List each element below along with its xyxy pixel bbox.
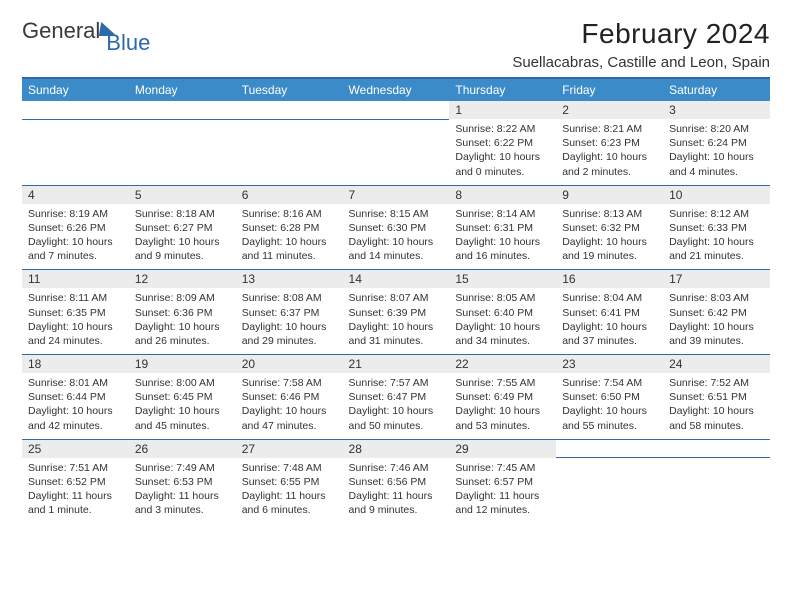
month-title: February 2024 [512, 18, 770, 50]
day-number-cell: 3 [663, 101, 770, 119]
location: Suellacabras, Castille and Leon, Spain [512, 54, 770, 71]
day-number-cell: 8 [449, 185, 556, 204]
logo-text-2: Blue [106, 30, 150, 56]
header: General Blue February 2024 Suellacabras,… [22, 18, 770, 71]
weekday-header: Saturday [663, 78, 770, 101]
day-number-cell: 16 [556, 270, 663, 289]
day-detail-cell: Sunrise: 8:01 AMSunset: 6:44 PMDaylight:… [22, 373, 129, 439]
empty-cell [663, 439, 770, 458]
day-number-cell: 12 [129, 270, 236, 289]
day-number-cell: 6 [236, 185, 343, 204]
day-detail-cell: Sunrise: 8:12 AMSunset: 6:33 PMDaylight:… [663, 204, 770, 270]
weekday-header: Sunday [22, 78, 129, 101]
weekday-header: Thursday [449, 78, 556, 101]
empty-cell [556, 439, 663, 458]
logo: General Blue [22, 18, 150, 44]
weekday-header: Wednesday [343, 78, 450, 101]
empty-cell [129, 101, 236, 119]
day-number-cell: 22 [449, 355, 556, 374]
day-detail-cell: Sunrise: 8:04 AMSunset: 6:41 PMDaylight:… [556, 288, 663, 354]
day-detail-cell: Sunrise: 8:22 AMSunset: 6:22 PMDaylight:… [449, 119, 556, 185]
day-number-cell: 14 [343, 270, 450, 289]
day-number-cell: 9 [556, 185, 663, 204]
day-detail-cell: Sunrise: 7:57 AMSunset: 6:47 PMDaylight:… [343, 373, 450, 439]
day-number-cell: 29 [449, 439, 556, 458]
day-detail-cell: Sunrise: 8:20 AMSunset: 6:24 PMDaylight:… [663, 119, 770, 185]
calendar-table: SundayMondayTuesdayWednesdayThursdayFrid… [22, 77, 770, 523]
day-detail-cell: Sunrise: 7:58 AMSunset: 6:46 PMDaylight:… [236, 373, 343, 439]
empty-cell [22, 101, 129, 119]
day-number-row: 123 [22, 101, 770, 119]
day-number-cell: 4 [22, 185, 129, 204]
day-detail-cell: Sunrise: 8:19 AMSunset: 6:26 PMDaylight:… [22, 204, 129, 270]
day-detail-cell: Sunrise: 8:00 AMSunset: 6:45 PMDaylight:… [129, 373, 236, 439]
day-number-cell: 21 [343, 355, 450, 374]
day-number-row: 18192021222324 [22, 355, 770, 374]
day-number-cell: 24 [663, 355, 770, 374]
day-number-cell: 18 [22, 355, 129, 374]
day-number-row: 45678910 [22, 185, 770, 204]
day-number-cell: 19 [129, 355, 236, 374]
day-number-cell: 15 [449, 270, 556, 289]
day-number-cell: 17 [663, 270, 770, 289]
day-detail-cell: Sunrise: 8:05 AMSunset: 6:40 PMDaylight:… [449, 288, 556, 354]
day-detail-cell: Sunrise: 8:21 AMSunset: 6:23 PMDaylight:… [556, 119, 663, 185]
weekday-header: Friday [556, 78, 663, 101]
day-detail-cell: Sunrise: 7:46 AMSunset: 6:56 PMDaylight:… [343, 458, 450, 524]
day-number-cell: 10 [663, 185, 770, 204]
day-detail-cell: Sunrise: 7:48 AMSunset: 6:55 PMDaylight:… [236, 458, 343, 524]
day-number-cell: 27 [236, 439, 343, 458]
empty-cell [556, 458, 663, 524]
day-detail-cell: Sunrise: 7:51 AMSunset: 6:52 PMDaylight:… [22, 458, 129, 524]
day-number-cell: 20 [236, 355, 343, 374]
day-detail-cell: Sunrise: 8:14 AMSunset: 6:31 PMDaylight:… [449, 204, 556, 270]
day-detail-cell: Sunrise: 7:49 AMSunset: 6:53 PMDaylight:… [129, 458, 236, 524]
day-detail-row: Sunrise: 8:11 AMSunset: 6:35 PMDaylight:… [22, 288, 770, 354]
day-detail-cell: Sunrise: 8:08 AMSunset: 6:37 PMDaylight:… [236, 288, 343, 354]
day-detail-cell: Sunrise: 8:15 AMSunset: 6:30 PMDaylight:… [343, 204, 450, 270]
day-number-cell: 7 [343, 185, 450, 204]
day-detail-row: Sunrise: 8:22 AMSunset: 6:22 PMDaylight:… [22, 119, 770, 185]
day-number-row: 11121314151617 [22, 270, 770, 289]
day-detail-cell: Sunrise: 8:16 AMSunset: 6:28 PMDaylight:… [236, 204, 343, 270]
day-number-cell: 25 [22, 439, 129, 458]
day-detail-cell: Sunrise: 8:18 AMSunset: 6:27 PMDaylight:… [129, 204, 236, 270]
day-number-cell: 11 [22, 270, 129, 289]
day-detail-cell: Sunrise: 8:11 AMSunset: 6:35 PMDaylight:… [22, 288, 129, 354]
empty-cell [343, 119, 450, 185]
empty-cell [343, 101, 450, 119]
day-detail-cell: Sunrise: 7:45 AMSunset: 6:57 PMDaylight:… [449, 458, 556, 524]
empty-cell [236, 101, 343, 119]
day-detail-row: Sunrise: 8:01 AMSunset: 6:44 PMDaylight:… [22, 373, 770, 439]
day-detail-row: Sunrise: 8:19 AMSunset: 6:26 PMDaylight:… [22, 204, 770, 270]
day-number-cell: 1 [449, 101, 556, 119]
day-number-row: 2526272829 [22, 439, 770, 458]
day-detail-cell: Sunrise: 8:09 AMSunset: 6:36 PMDaylight:… [129, 288, 236, 354]
weekday-header-row: SundayMondayTuesdayWednesdayThursdayFrid… [22, 78, 770, 101]
empty-cell [236, 119, 343, 185]
day-number-cell: 26 [129, 439, 236, 458]
weekday-header: Tuesday [236, 78, 343, 101]
day-detail-cell: Sunrise: 7:54 AMSunset: 6:50 PMDaylight:… [556, 373, 663, 439]
day-number-cell: 13 [236, 270, 343, 289]
empty-cell [129, 119, 236, 185]
day-number-cell: 5 [129, 185, 236, 204]
day-number-cell: 28 [343, 439, 450, 458]
day-detail-cell: Sunrise: 8:07 AMSunset: 6:39 PMDaylight:… [343, 288, 450, 354]
weekday-header: Monday [129, 78, 236, 101]
logo-text-1: General [22, 18, 100, 44]
empty-cell [22, 119, 129, 185]
title-block: February 2024 Suellacabras, Castille and… [512, 18, 770, 71]
day-number-cell: 23 [556, 355, 663, 374]
empty-cell [663, 458, 770, 524]
day-detail-cell: Sunrise: 8:03 AMSunset: 6:42 PMDaylight:… [663, 288, 770, 354]
day-detail-cell: Sunrise: 7:55 AMSunset: 6:49 PMDaylight:… [449, 373, 556, 439]
day-detail-cell: Sunrise: 8:13 AMSunset: 6:32 PMDaylight:… [556, 204, 663, 270]
day-detail-cell: Sunrise: 7:52 AMSunset: 6:51 PMDaylight:… [663, 373, 770, 439]
day-detail-row: Sunrise: 7:51 AMSunset: 6:52 PMDaylight:… [22, 458, 770, 524]
day-number-cell: 2 [556, 101, 663, 119]
